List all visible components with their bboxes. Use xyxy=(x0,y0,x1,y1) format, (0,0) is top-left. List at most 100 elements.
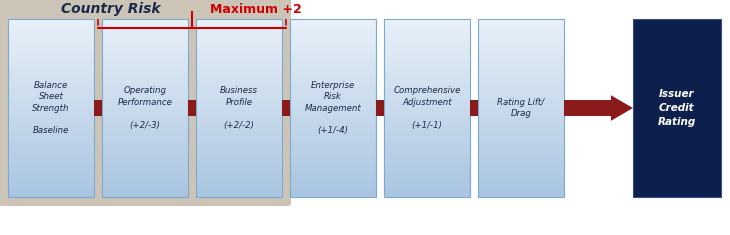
Bar xyxy=(384,158,470,161)
Bar xyxy=(196,24,282,28)
Bar xyxy=(633,69,721,72)
Bar xyxy=(633,128,721,132)
Bar xyxy=(478,24,564,28)
Bar xyxy=(8,24,94,28)
Bar xyxy=(290,164,376,167)
Bar xyxy=(290,60,376,63)
Bar xyxy=(290,22,376,25)
Bar xyxy=(102,116,188,120)
Bar xyxy=(196,194,282,197)
Text: Comprehensive
Adjustment

(+1/-1): Comprehensive Adjustment (+1/-1) xyxy=(393,86,461,130)
Bar xyxy=(384,51,470,55)
Bar xyxy=(196,75,282,78)
Bar xyxy=(478,125,564,129)
Bar xyxy=(290,51,376,55)
Bar xyxy=(8,131,94,135)
Bar xyxy=(290,125,376,129)
Bar xyxy=(384,19,470,197)
Bar xyxy=(290,39,376,43)
Bar xyxy=(384,182,470,185)
Bar xyxy=(196,54,282,58)
Bar xyxy=(102,69,188,72)
Bar xyxy=(633,185,721,188)
Bar xyxy=(102,143,188,147)
Bar xyxy=(384,110,470,114)
Bar xyxy=(633,24,721,28)
Bar xyxy=(8,110,94,114)
Bar xyxy=(196,27,282,31)
Bar xyxy=(196,90,282,93)
Bar xyxy=(376,100,384,116)
Bar xyxy=(384,164,470,167)
Bar xyxy=(478,78,564,81)
Bar xyxy=(384,63,470,67)
Bar xyxy=(478,90,564,93)
Bar xyxy=(196,108,282,111)
FancyBboxPatch shape xyxy=(0,0,291,206)
Bar xyxy=(196,36,282,40)
Bar xyxy=(290,152,376,156)
Bar xyxy=(384,54,470,58)
Bar xyxy=(290,167,376,170)
Bar xyxy=(633,42,721,46)
Bar xyxy=(102,134,188,138)
Bar xyxy=(102,140,188,144)
Bar xyxy=(196,87,282,90)
Bar xyxy=(290,87,376,90)
Bar xyxy=(384,176,470,179)
Bar xyxy=(384,105,470,108)
Bar xyxy=(384,87,470,90)
Bar xyxy=(8,19,94,22)
Bar xyxy=(196,152,282,156)
Bar xyxy=(196,78,282,81)
Bar xyxy=(102,131,188,135)
Bar xyxy=(94,100,102,116)
Bar xyxy=(478,122,564,126)
Bar xyxy=(290,93,376,96)
Bar xyxy=(384,161,470,164)
Bar xyxy=(290,137,376,141)
Bar xyxy=(633,33,721,37)
Bar xyxy=(384,194,470,197)
Bar xyxy=(102,60,188,63)
Bar xyxy=(290,105,376,108)
Bar xyxy=(478,191,564,194)
Bar xyxy=(102,146,188,149)
Bar xyxy=(633,143,721,147)
Bar xyxy=(8,51,94,55)
Bar xyxy=(384,125,470,129)
Bar xyxy=(8,152,94,156)
Bar xyxy=(633,60,721,63)
Bar xyxy=(8,108,94,111)
Bar xyxy=(102,90,188,93)
Bar xyxy=(196,48,282,52)
Bar xyxy=(196,39,282,43)
Text: Balance
Sheet
Strength

Baseline: Balance Sheet Strength Baseline xyxy=(32,81,70,135)
Bar xyxy=(633,72,721,75)
Bar xyxy=(633,19,721,197)
Bar xyxy=(478,188,564,191)
Bar xyxy=(290,122,376,126)
Bar xyxy=(8,164,94,167)
Bar xyxy=(196,33,282,37)
Bar xyxy=(102,105,188,108)
Bar xyxy=(384,143,470,147)
Bar xyxy=(290,19,376,197)
Bar xyxy=(102,39,188,43)
Bar xyxy=(8,128,94,132)
Bar xyxy=(196,155,282,158)
Bar xyxy=(196,110,282,114)
Bar xyxy=(8,146,94,149)
Bar xyxy=(196,158,282,161)
Bar xyxy=(8,134,94,138)
Bar xyxy=(8,27,94,31)
Bar xyxy=(196,114,282,117)
Bar xyxy=(478,155,564,158)
Bar xyxy=(384,72,470,75)
Bar xyxy=(8,54,94,58)
Bar xyxy=(290,194,376,197)
Bar xyxy=(8,33,94,37)
Bar xyxy=(196,63,282,67)
Bar xyxy=(384,99,470,102)
Bar xyxy=(102,170,188,173)
